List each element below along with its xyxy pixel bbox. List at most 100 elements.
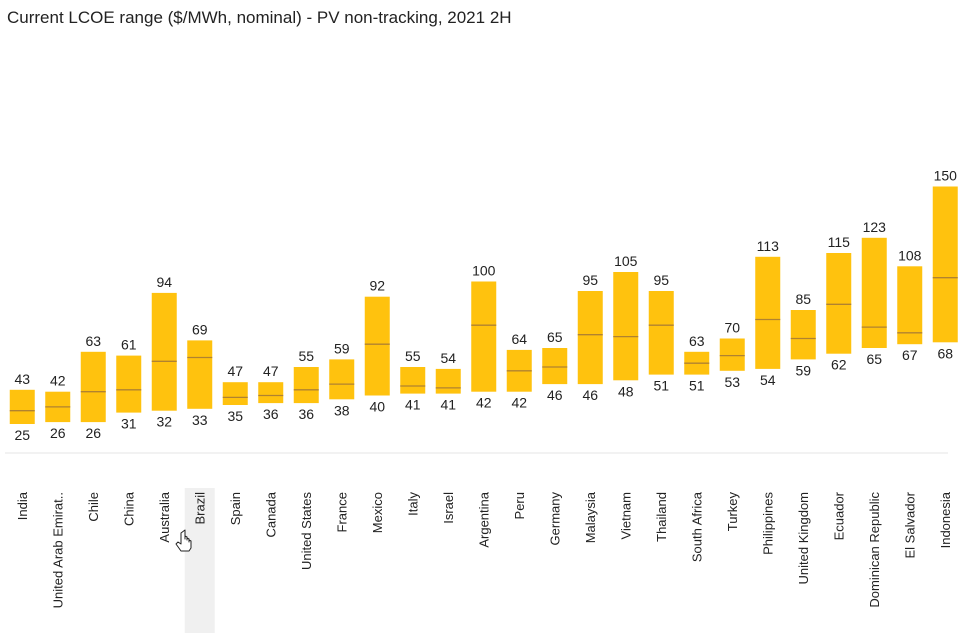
high-value-label: 113 [757, 238, 780, 254]
category-tick-label: El Salvador [902, 491, 917, 558]
low-value-label: 62 [831, 357, 847, 373]
low-value-label: 41 [405, 397, 421, 413]
low-value-label: 42 [476, 395, 492, 411]
low-value-label: 33 [192, 412, 208, 428]
range-bar [542, 348, 568, 385]
high-value-label: 42 [50, 373, 66, 389]
high-value-label: 70 [724, 320, 740, 336]
category-tick-label: Ecuador [831, 491, 846, 540]
range-bar [400, 367, 426, 394]
chart-title: Current LCOE range ($/MWh, nominal) - PV… [7, 8, 512, 27]
high-value-label: 64 [511, 331, 527, 347]
high-value-label: 63 [85, 333, 101, 349]
low-value-label: 54 [760, 372, 776, 388]
high-value-label: 55 [405, 348, 421, 364]
high-value-label: 63 [689, 333, 705, 349]
category-tick-label: Canada [263, 491, 278, 537]
high-value-label: 105 [614, 253, 638, 269]
high-value-label: 55 [298, 348, 314, 364]
range-bar [187, 340, 213, 409]
high-value-label: 54 [440, 350, 456, 366]
hover-highlight [184, 488, 215, 633]
range-bar [648, 291, 674, 375]
range-bar [790, 310, 816, 360]
category-tick-label: Indonesia [938, 491, 953, 548]
category-tick-label: United Arab Emirat.. [50, 492, 65, 608]
range-bar [435, 368, 461, 394]
category-tick-label: Brazil [192, 492, 207, 525]
range-bar [364, 296, 390, 396]
low-value-label: 38 [334, 402, 350, 418]
range-bar [9, 389, 35, 424]
category-tick-label: United States [299, 492, 314, 571]
range-bar [897, 266, 923, 345]
high-value-label: 123 [863, 219, 887, 235]
category-tick-label: Germany [547, 492, 562, 546]
high-value-label: 69 [192, 321, 208, 337]
category-tick-label: Mexico [370, 492, 385, 533]
high-value-label: 59 [334, 340, 350, 356]
range-bar [471, 281, 497, 392]
high-value-label: 150 [934, 168, 958, 184]
category-tick-label: Italy [405, 492, 420, 516]
range-bar [116, 355, 142, 413]
low-value-label: 67 [902, 347, 918, 363]
range-bar [258, 382, 284, 404]
high-value-label: 43 [14, 371, 30, 387]
high-value-label: 61 [121, 337, 137, 353]
category-tick-label: Israel [441, 492, 456, 524]
category-tick-label: United Kingdom [796, 492, 811, 585]
range-bar [329, 359, 355, 400]
low-value-label: 26 [85, 425, 101, 441]
low-value-label: 31 [121, 416, 137, 432]
category-tick-label: Malaysia [583, 491, 598, 543]
high-value-label: 94 [156, 274, 172, 290]
low-value-label: 46 [582, 387, 598, 403]
category-tick-label: Spain [228, 492, 243, 525]
high-value-label: 108 [898, 247, 922, 263]
category-tick-label: Thailand [654, 492, 669, 542]
range-bar [577, 291, 603, 385]
range-bar [826, 253, 852, 354]
category-tick-label: Chile [86, 492, 101, 522]
category-tick-label: India [15, 491, 30, 520]
range-bar [932, 186, 958, 343]
low-value-label: 36 [263, 406, 279, 422]
high-value-label: 100 [472, 263, 496, 279]
category-tick-label: Vietnam [618, 492, 633, 539]
high-value-label: 65 [547, 329, 563, 345]
hand-pointer-shape [175, 529, 192, 552]
high-value-label: 92 [369, 278, 385, 294]
category-tick-label: South Africa [689, 491, 704, 562]
category-tick-label: Turkey [725, 492, 740, 532]
category-tick-label: Philippines [760, 492, 775, 555]
category-tick-label: Peru [512, 492, 527, 519]
high-value-label: 47 [263, 363, 279, 379]
low-value-label: 59 [795, 362, 811, 378]
range-bar [719, 338, 745, 371]
low-value-label: 32 [156, 414, 172, 430]
low-value-label: 35 [227, 408, 243, 424]
low-value-label: 42 [511, 395, 527, 411]
low-value-label: 53 [724, 374, 740, 390]
low-value-label: 51 [689, 378, 705, 394]
high-value-label: 95 [582, 272, 598, 288]
low-value-label: 26 [50, 425, 66, 441]
high-value-label: 47 [227, 363, 243, 379]
range-bar [293, 367, 319, 404]
low-value-label: 48 [618, 383, 634, 399]
range-bar [222, 382, 248, 405]
category-tick-label: France [334, 492, 349, 532]
range-bar [613, 272, 639, 381]
category-tick-label: Argentina [476, 491, 491, 547]
range-bar [151, 292, 177, 411]
range-bar [755, 256, 781, 369]
category-tick-label: Dominican Republic [867, 492, 882, 608]
high-value-label: 85 [795, 291, 811, 307]
low-value-label: 40 [369, 399, 385, 415]
range-bar [861, 237, 887, 348]
category-tick-label: Australia [157, 491, 172, 542]
category-tick-label: China [121, 491, 136, 526]
low-value-label: 25 [14, 427, 30, 443]
